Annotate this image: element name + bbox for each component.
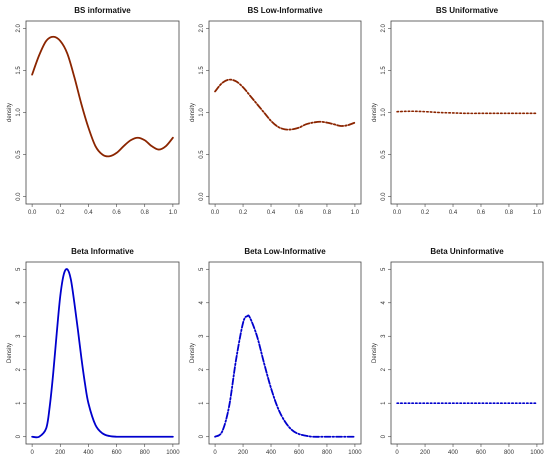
y-tick-label: 1.5 — [381, 66, 387, 75]
x-tick-label: 200 — [420, 450, 431, 456]
x-tick-label: 600 — [294, 450, 305, 456]
x-tick-label: 0.6 — [112, 210, 121, 216]
chart-panel-1: BS informative density 0.0 0.2 0.4 0.6 0.8 1.0 0… — [7, 6, 180, 216]
y-axis-label: Density — [372, 343, 378, 363]
x-tick-label: 0.4 — [267, 210, 276, 216]
y-tick-label: 3 — [16, 334, 22, 338]
x-tick-label: 200 — [55, 450, 66, 456]
y-tick-label: 5 — [199, 267, 205, 271]
plot-frame — [208, 261, 362, 445]
x-tick-label: 400 — [448, 450, 459, 456]
y-tick-label: 4 — [16, 300, 22, 304]
x-tick-label: 1.0 — [169, 210, 178, 216]
x-tick-label: 800 — [504, 450, 515, 456]
x-tick-label: 0.6 — [477, 210, 486, 216]
y-tick-label: 2 — [16, 367, 22, 371]
chart-title: BS Uniformative — [436, 6, 499, 15]
y-tick-label: 2 — [381, 367, 387, 371]
x-tick-label: 1000 — [530, 450, 544, 456]
chart-panel-2: BS Low-Informative density 0.0 0.2 0.4 0.6 0.8… — [190, 6, 362, 216]
y-tick-label: 0.5 — [199, 150, 205, 159]
x-tick-label: 400 — [266, 450, 277, 456]
y-axis-label: density — [190, 103, 196, 122]
y-tick-label: 0.0 — [199, 192, 205, 201]
x-tick-label: 400 — [83, 450, 94, 456]
x-tick-label: 0.8 — [323, 210, 332, 216]
x-tick-label: 0.8 — [141, 210, 150, 216]
y-tick-label: 2 — [199, 367, 205, 371]
x-tick-label: 1000 — [348, 450, 362, 456]
x-tick-label: 600 — [112, 450, 123, 456]
x-tick-label: 1000 — [166, 450, 180, 456]
chart-panel-5: Beta Low-Informative Density 0 200 400 600 800… — [190, 247, 362, 456]
chart-title: BS Low-Informative — [247, 6, 323, 15]
series-line — [214, 314, 356, 438]
y-tick-label: 4 — [199, 300, 205, 304]
x-tick-label: 800 — [322, 450, 333, 456]
y-tick-label: 3 — [199, 334, 205, 338]
x-tick-label: 0.0 — [211, 210, 220, 216]
plot-frame — [390, 20, 544, 205]
x-tick-label: 0.4 — [84, 210, 93, 216]
chart-title: BS informative — [74, 6, 131, 15]
series-line — [214, 78, 356, 131]
y-tick-label: 0.0 — [381, 192, 387, 201]
x-tick-label: 1.0 — [351, 210, 360, 216]
x-tick-label: 0.4 — [449, 210, 458, 216]
chart-title: Beta Informative — [71, 247, 134, 256]
x-tick-label: 800 — [140, 450, 151, 456]
y-tick-label: 0.0 — [16, 192, 22, 201]
y-tick-label: 0.5 — [16, 150, 22, 159]
series-line — [396, 110, 538, 115]
x-tick-label: 0.0 — [393, 210, 402, 216]
x-tick-label: 200 — [238, 450, 249, 456]
x-tick-label: 0 — [30, 450, 34, 456]
y-axis-label: Density — [7, 343, 13, 363]
y-tick-label: 1.0 — [16, 108, 22, 117]
y-tick-label: 0 — [16, 434, 22, 438]
y-tick-label: 0 — [199, 434, 205, 438]
y-axis-label: density — [372, 103, 378, 122]
plot-frame — [390, 261, 544, 445]
x-tick-label: 0 — [395, 450, 399, 456]
plot-frame — [208, 20, 362, 205]
chart-panel-4: Beta Informative Density 0 200 400 600 800 1000… — [7, 247, 180, 456]
y-tick-label: 5 — [16, 267, 22, 271]
x-tick-label: 0.2 — [239, 210, 248, 216]
plot-frame — [25, 261, 180, 445]
x-tick-label: 0 — [213, 450, 217, 456]
y-tick-label: 2.0 — [199, 23, 205, 32]
y-tick-label: 0.5 — [381, 150, 387, 159]
y-axis-label: density — [7, 103, 13, 122]
y-tick-label: 1.5 — [16, 66, 22, 75]
x-tick-label: 0.2 — [421, 210, 430, 216]
x-tick-label: 1.0 — [533, 210, 542, 216]
x-tick-label: 0.0 — [28, 210, 37, 216]
y-tick-label: 1.0 — [199, 108, 205, 117]
y-tick-label: 1 — [16, 401, 22, 405]
series-line — [31, 268, 174, 439]
chart-panel-3: BS Uniformative density 0.0 0.2 0.4 0.6 0.8 1.0… — [372, 6, 544, 216]
y-tick-label: 1.0 — [381, 108, 387, 117]
series-line — [31, 35, 174, 158]
y-tick-label: 1 — [381, 401, 387, 405]
y-tick-label: 2.0 — [16, 23, 22, 32]
chart-title: Beta Low-Informative — [244, 247, 326, 256]
y-tick-label: 0 — [381, 434, 387, 438]
chart-title: Beta Uninformative — [430, 247, 504, 256]
x-tick-label: 600 — [476, 450, 487, 456]
y-tick-label: 1 — [199, 401, 205, 405]
x-tick-label: 0.8 — [505, 210, 514, 216]
x-tick-label: 0.6 — [295, 210, 304, 216]
y-tick-label: 2.0 — [381, 23, 387, 32]
y-tick-label: 1.5 — [199, 66, 205, 75]
plot-frame — [25, 20, 180, 205]
y-tick-label: 3 — [381, 334, 387, 338]
y-tick-label: 5 — [381, 267, 387, 271]
y-tick-label: 4 — [381, 300, 387, 304]
x-tick-label: 0.2 — [56, 210, 65, 216]
y-axis-label: Density — [190, 343, 196, 363]
